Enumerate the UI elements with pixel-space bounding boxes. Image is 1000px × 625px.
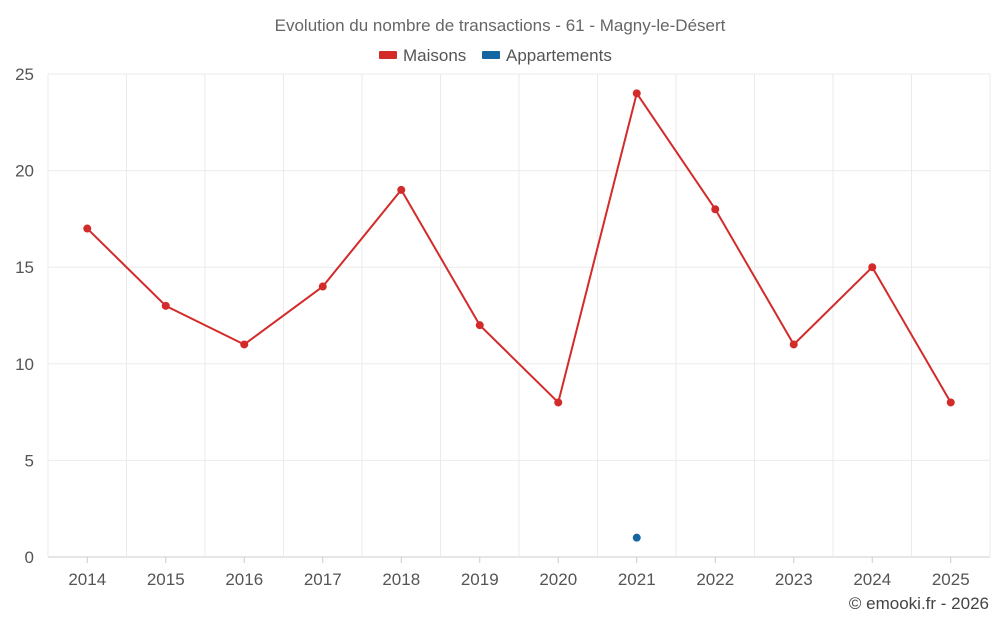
x-tick-label: 2016: [225, 570, 263, 589]
y-tick-label: 20: [15, 162, 34, 181]
x-tick-label: 2019: [461, 570, 499, 589]
data-point-maisons[interactable]: [632, 89, 641, 98]
credit-text: © emooki.fr - 2026: [849, 594, 989, 613]
x-tick-label: 2023: [775, 570, 813, 589]
data-point-maisons[interactable]: [83, 224, 92, 233]
data-point-maisons[interactable]: [868, 263, 877, 272]
data-point-maisons[interactable]: [554, 398, 563, 407]
data-point-maisons[interactable]: [946, 398, 955, 407]
x-tick-label: 2014: [68, 570, 106, 589]
y-tick-label: 5: [25, 451, 34, 470]
data-point-maisons[interactable]: [789, 340, 798, 349]
legend-swatch-appartements: [482, 51, 500, 59]
legend-item-appartements[interactable]: Appartements: [482, 46, 612, 65]
x-axis-ticks: 2014 2015 2016 2017 2018 2019 2020 2021 2022 2023…: [68, 557, 970, 589]
chart-title: Evolution du nombre de transactions - 61…: [275, 16, 726, 35]
legend: Maisons Appartements: [379, 46, 612, 65]
x-tick-label: 2022: [696, 570, 734, 589]
x-gridlines: [47, 74, 991, 557]
series-layer: [83, 89, 955, 542]
data-point-maisons[interactable]: [397, 185, 406, 194]
legend-swatch-maisons: [379, 51, 397, 59]
x-tick-label: 2015: [147, 570, 185, 589]
y-axis-ticks: 0 5 10 15 20 25: [15, 65, 34, 567]
data-point-maisons[interactable]: [475, 321, 484, 330]
data-point-maisons[interactable]: [161, 301, 170, 310]
data-point-maisons[interactable]: [240, 340, 249, 349]
series-appartements: [632, 533, 641, 542]
y-tick-label: 0: [25, 548, 34, 567]
legend-label-appartements: Appartements: [506, 46, 612, 65]
legend-item-maisons[interactable]: Maisons: [379, 46, 466, 65]
x-tick-label: 2020: [539, 570, 577, 589]
data-point-maisons[interactable]: [711, 205, 720, 214]
x-tick-label: 2025: [932, 570, 970, 589]
series-line-maisons: [86, 92, 952, 404]
legend-label-maisons: Maisons: [403, 46, 466, 65]
x-tick-label: 2021: [618, 570, 656, 589]
x-tick-label: 2024: [853, 570, 891, 589]
data-point-appartements[interactable]: [632, 533, 641, 542]
y-tick-label: 10: [15, 355, 34, 374]
x-tick-label: 2018: [382, 570, 420, 589]
data-point-maisons[interactable]: [318, 282, 327, 291]
x-tick-label: 2017: [304, 570, 342, 589]
series-maisons: [83, 89, 955, 407]
y-tick-label: 15: [15, 258, 34, 277]
y-tick-label: 25: [15, 65, 34, 84]
